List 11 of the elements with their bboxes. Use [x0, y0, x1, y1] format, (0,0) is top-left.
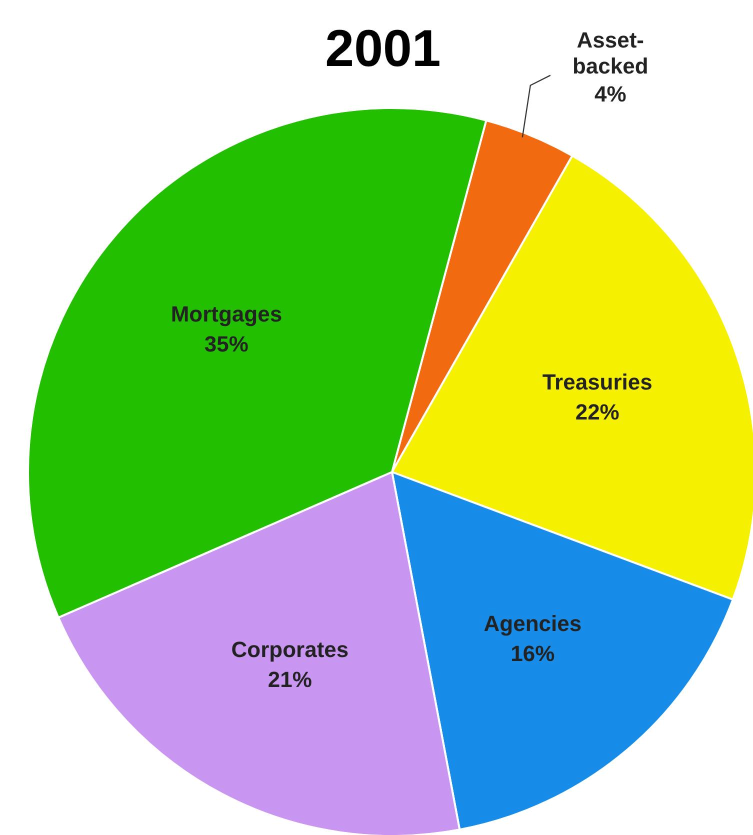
slice-label: Agencies — [484, 611, 582, 636]
data-label: 22% — [575, 400, 620, 425]
data-label: 35% — [204, 332, 248, 357]
data-label: 4% — [594, 81, 626, 106]
slice-label: Corporates — [231, 637, 349, 662]
slice-label: Treasuries — [542, 370, 652, 395]
slice-label: Asset-backed — [572, 27, 648, 78]
slice-label: Mortgages — [170, 302, 282, 327]
data-label: 16% — [510, 641, 555, 666]
chart-title: 2001 — [325, 20, 441, 78]
data-label: 21% — [268, 667, 312, 692]
